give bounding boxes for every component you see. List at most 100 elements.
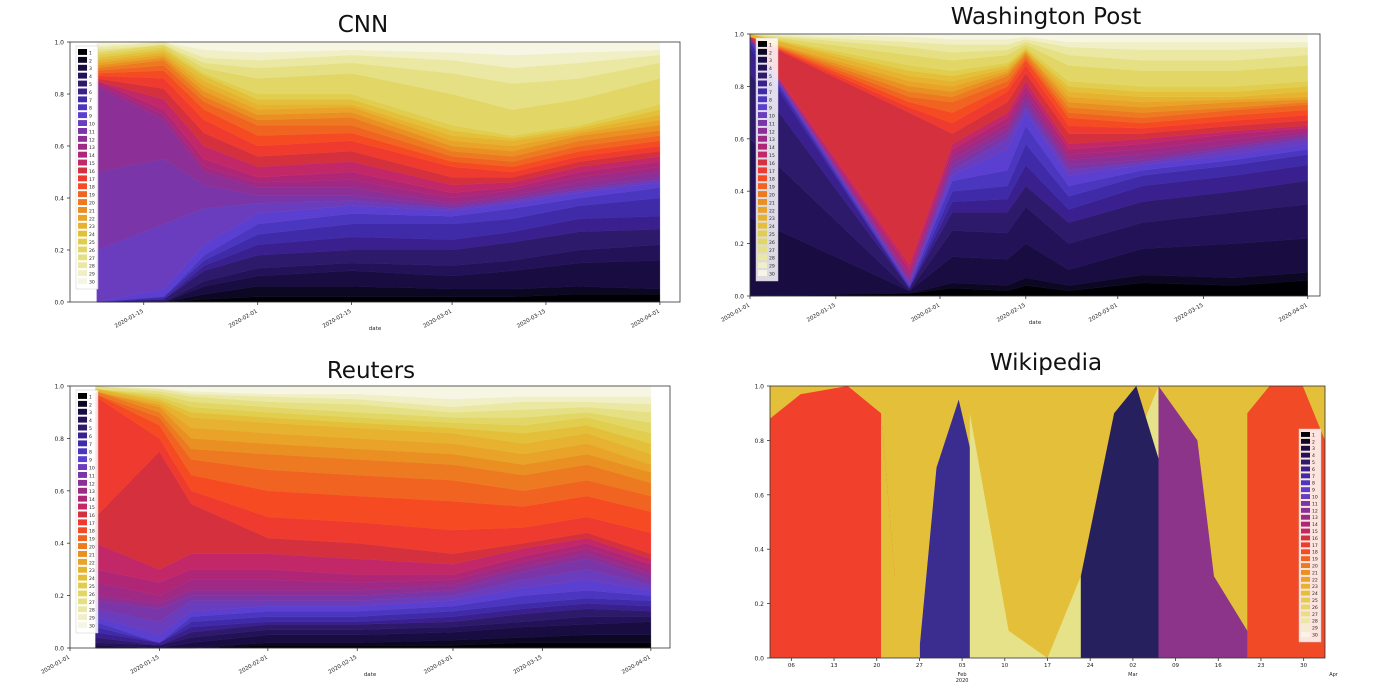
legend-label-30: 30: [89, 280, 95, 286]
x-tick-label: 2020-03-15: [1174, 302, 1205, 323]
legend-label-20: 20: [769, 193, 775, 199]
legend-label-22: 22: [89, 560, 95, 566]
plot-frame: [69, 41, 681, 303]
legend-swatch-19: [1301, 556, 1310, 562]
y-tick-label: 1.0: [734, 32, 744, 39]
legend-label-6: 6: [89, 90, 92, 96]
legend-label-4: 4: [1312, 453, 1315, 459]
legend-label-26: 26: [769, 240, 775, 246]
legend-swatch-26: [758, 238, 767, 245]
legend-swatch-18: [758, 175, 767, 182]
legend-label-6: 6: [89, 434, 92, 440]
legend-label-7: 7: [89, 442, 92, 448]
x-subtick-label: Feb: [958, 672, 967, 678]
legend-label-10: 10: [1312, 495, 1318, 501]
legend-swatch-27: [78, 598, 87, 605]
legend-label-5: 5: [769, 74, 772, 80]
legend-label-24: 24: [769, 224, 775, 230]
legend-swatch-13: [78, 143, 87, 150]
chart-title-washington-post: Washington Post: [950, 4, 1142, 30]
chart-title-reuters: Reuters: [326, 358, 416, 384]
legend-label-21: 21: [89, 552, 95, 558]
legend-swatch-10: [1301, 494, 1310, 499]
legend-swatch-21: [1301, 570, 1310, 575]
legend-label-15: 15: [89, 161, 95, 167]
legend-label-12: 12: [89, 481, 95, 487]
legend-label-24: 24: [1312, 591, 1318, 597]
legend-swatch-27: [1301, 611, 1310, 617]
legend-label-11: 11: [1312, 501, 1318, 507]
legend-swatch-22: [758, 206, 767, 213]
legend-label-16: 16: [769, 161, 775, 167]
legend-label-28: 28: [89, 608, 95, 614]
x-tick-label: 2020-03-01: [423, 655, 454, 676]
x-tick-label: 2020-02-01: [910, 303, 941, 324]
legend-label-2: 2: [89, 58, 92, 64]
legend-label-26: 26: [89, 592, 95, 598]
legend-swatch-15: [78, 159, 87, 166]
y-tick-label: 0.0: [734, 294, 744, 301]
chart-title-wikipedia: Wikipedia: [989, 350, 1103, 376]
legend-swatch-24: [78, 230, 87, 237]
legend-swatch-14: [78, 495, 87, 502]
legend-label-22: 22: [1312, 577, 1318, 583]
x-tick-label: 2020-01-15: [130, 654, 161, 675]
legend-swatch-11: [78, 128, 87, 134]
legend-label-1: 1: [89, 50, 92, 56]
legend-label-15: 15: [769, 153, 775, 159]
x-tick-label: 2020-04-01: [621, 655, 652, 676]
legend-swatch-1: [758, 41, 767, 47]
legend-swatch-14: [758, 143, 767, 150]
legend-swatch-12: [78, 135, 87, 142]
legend-swatch-3: [78, 64, 87, 71]
y-tick-label: 0.2: [754, 601, 764, 608]
legend-label-14: 14: [89, 153, 95, 159]
legend-label-5: 5: [89, 82, 92, 88]
legend-swatch-12: [758, 127, 767, 134]
legend-swatch-22: [78, 214, 87, 221]
plot-frame: [749, 33, 1321, 297]
legend-swatch-25: [78, 238, 87, 245]
legend-swatch-26: [78, 246, 87, 253]
legend-label-30: 30: [1312, 633, 1318, 639]
legend-label-14: 14: [89, 497, 95, 503]
legend-label-19: 19: [89, 193, 95, 199]
legend-swatch-1: [78, 49, 87, 55]
x-tick-label: 2020-02-15: [322, 308, 353, 329]
legend-swatch-7: [758, 88, 767, 95]
legend-label-5: 5: [1312, 460, 1315, 466]
legend-swatch-24: [78, 574, 87, 581]
legend-swatch-13: [758, 135, 767, 142]
legend-label-18: 18: [769, 177, 775, 183]
legend-swatch-6: [1301, 466, 1310, 472]
legend-label-19: 19: [1312, 557, 1318, 563]
legend-label-8: 8: [89, 106, 92, 112]
x-tick-label: 30: [1300, 663, 1307, 669]
legend-label-28: 28: [769, 256, 775, 262]
legend-label-14: 14: [1312, 522, 1318, 528]
x-tick-label: 2020-01-15: [806, 302, 837, 323]
x-tick-label: 06: [788, 663, 795, 669]
legend-label-8: 8: [769, 98, 772, 104]
legend-swatch-30: [758, 270, 767, 276]
legend-swatch-30: [78, 622, 87, 628]
y-tick-label: 0.2: [54, 593, 64, 600]
legend-label-3: 3: [769, 58, 772, 64]
legend-label-18: 18: [89, 529, 95, 535]
legend-label-11: 11: [89, 473, 95, 479]
legend-swatch-18: [78, 527, 87, 534]
legend-swatch-8: [78, 104, 87, 111]
legend-swatch-28: [758, 254, 767, 261]
legend-label-30: 30: [89, 624, 95, 630]
legend-label-25: 25: [89, 584, 95, 590]
legend-label-17: 17: [89, 521, 95, 527]
legend-swatch-6: [78, 432, 87, 439]
legend-label-22: 22: [89, 216, 95, 222]
legend-label-1: 1: [89, 394, 92, 400]
legend-swatch-16: [758, 159, 767, 166]
legend-swatch-27: [758, 246, 767, 253]
legend-label-27: 27: [89, 600, 95, 606]
legend-label-24: 24: [89, 576, 95, 582]
legend-swatch-15: [78, 503, 87, 510]
legend-label-23: 23: [89, 568, 95, 574]
